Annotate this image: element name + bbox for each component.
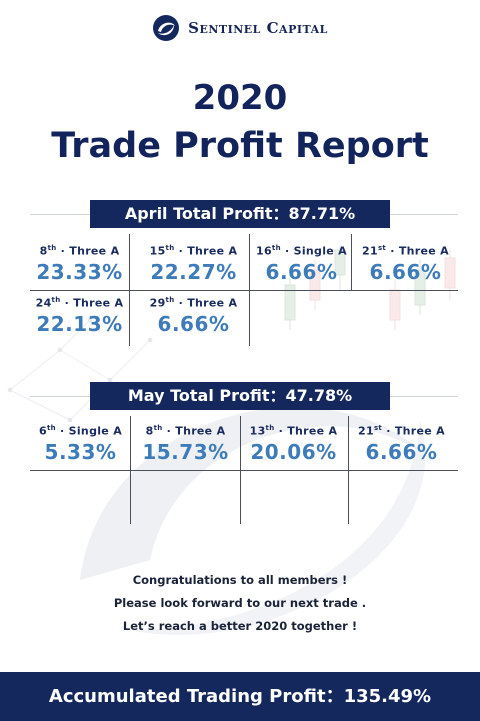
message-line-3: Let’s reach a better 2020 together ! [122,619,358,633]
trade-label: 6th · Single A [38,424,123,438]
trade-profit-value: 20.06% [250,439,337,464]
april-cell-2: 15th · Three A 22.27% [140,244,247,284]
april-cell-4: 21st · Three A 6.66% [352,244,459,284]
grid-divider [30,290,458,291]
trade-profit-value: 22.27% [150,259,237,284]
trade-profit-value: 23.33% [36,259,123,284]
may-cell-4: 21st · Three A 6.66% [348,424,455,464]
trade-profit-value: 5.33% [44,439,117,464]
message-line-2: Please look forward to our next trade . [113,596,367,610]
sentinel-swirl-logo-icon [153,15,180,41]
trade-label: 21st · Three A [358,424,445,438]
trade-profit-value: 15.73% [142,439,229,464]
may-total-banner: May Total Profit：47.78% [90,382,390,410]
trade-profit-value: 6.66% [365,439,438,464]
grid-divider [351,234,352,290]
trade-label: 13th · Three A [249,424,338,438]
may-grid: 6th · Single A 5.33% 8th · Three A 15.73… [30,416,458,524]
trade-label: 16th · Single A [256,244,347,258]
april-cell-3: 16th · Single A 6.66% [248,244,355,284]
accumulated-profit-footer: Accumulated Trading Profit：135.49% [0,672,480,721]
trade-profit-value: 22.13% [36,311,123,336]
april-cell-6: 29th · Three A 6.66% [140,296,247,336]
message-line-1: Congratulations to all members ! [132,573,348,587]
trade-label: 8th · Three A [145,424,226,438]
brand-name: Sentinel Capital [188,19,328,37]
trade-label: 24th · Three A [35,296,124,310]
april-grid: 8th · Three A 23.33% 15th · Three A 22.2… [30,234,458,346]
may-cell-3: 13th · Three A 20.06% [240,424,347,464]
may-cell-1: 6th · Single A 5.33% [27,424,134,464]
report-title: Trade Profit Report [51,126,429,166]
may-cell-2: 8th · Three A 15.73% [132,424,239,464]
trade-label: 21st · Three A [362,244,449,258]
trade-profit-value: 6.66% [265,259,338,284]
trade-label: 8th · Three A [39,244,120,258]
brand-logo: Sentinel Capital [0,14,480,42]
trade-profit-value: 6.66% [157,311,230,336]
grid-divider [30,470,458,471]
trade-label: 29th · Three A [149,296,238,310]
april-cell-5: 24th · Three A 22.13% [26,296,133,336]
april-total-banner: April Total Profit：87.71% [90,200,390,228]
trade-profit-value: 6.66% [369,259,442,284]
report-year: 2020 [192,78,288,118]
april-cell-1: 8th · Three A 23.33% [26,244,133,284]
trade-label: 15th · Three A [149,244,238,258]
